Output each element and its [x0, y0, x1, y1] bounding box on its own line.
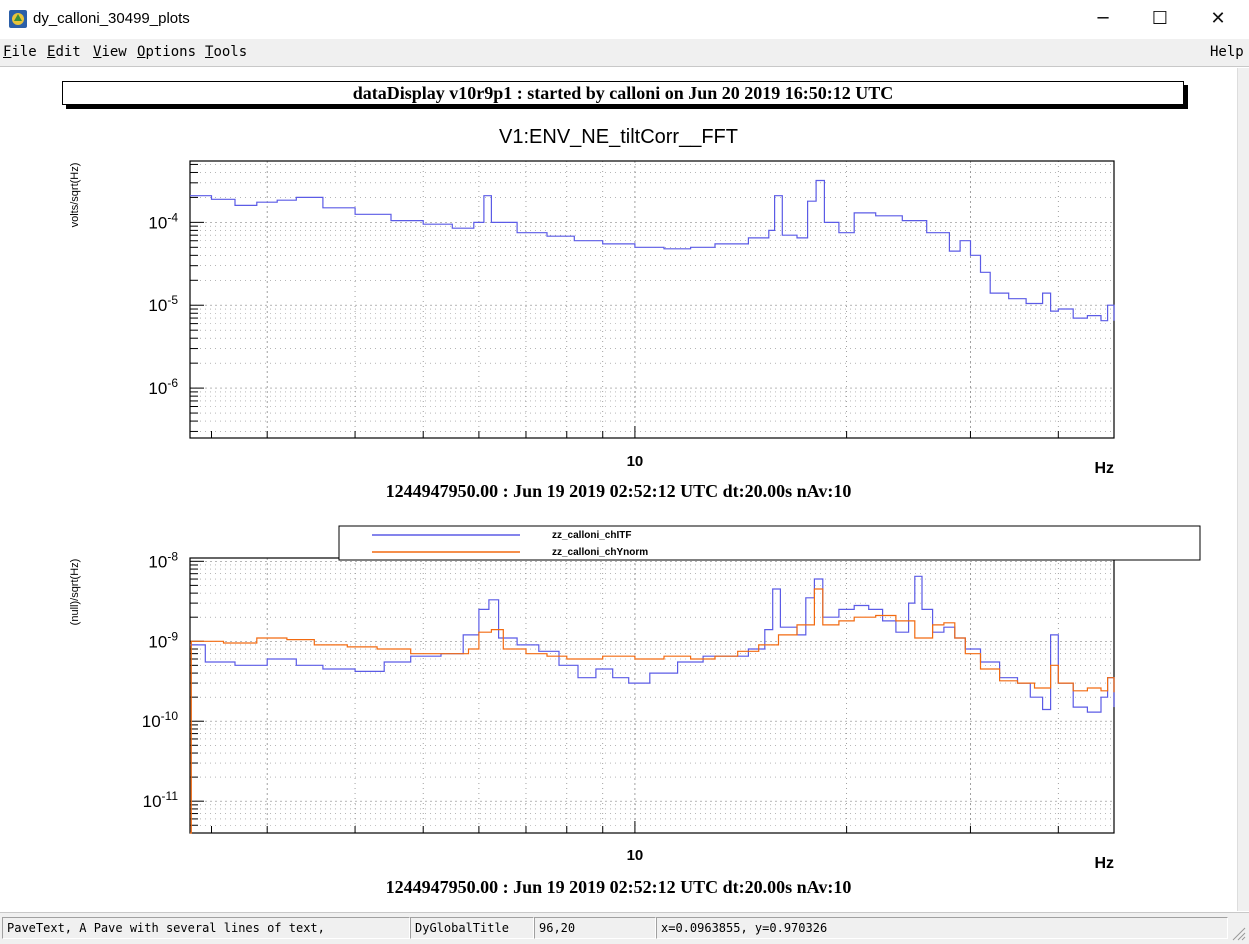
legend-frame: [338, 525, 1201, 561]
chart-2: 10-8 10-9 10-10 10-11 10 (null)/sqrt(Hz) Hz zz_…: [69, 525, 1201, 872]
menu-tools-accel: T: [205, 44, 214, 60]
top-plot-title: V1:ENV_NE_tiltCorr__FFT: [499, 126, 738, 148]
menu-view-accel: V: [93, 44, 102, 60]
y-tick-label: 10-6: [148, 376, 178, 398]
menu-edit-label: dit: [55, 44, 81, 60]
y-tick-label: 10-11: [143, 789, 179, 811]
y-tick-label: 10-8: [148, 549, 178, 571]
status-pixel-pos: 96,20: [534, 917, 656, 939]
series-line-1: [190, 179, 1115, 322]
menu-view-label: iew: [101, 44, 127, 60]
global-title[interactable]: dataDisplay v10r9p1 : started by calloni…: [62, 81, 1184, 105]
vertical-scrollbar[interactable]: [1237, 68, 1249, 911]
y-tick-label: 10-10: [142, 709, 179, 731]
root-app-icon: [9, 10, 27, 28]
x-tick-label: 10: [627, 453, 644, 470]
legend-label: zz_calloni_chITF: [552, 530, 631, 541]
plot-frame: [189, 160, 1115, 439]
menu-help[interactable]: Help: [1210, 44, 1244, 60]
series-line-1: [190, 575, 1115, 713]
x-tick-label: 10: [627, 847, 644, 864]
chart-1: 10-4 10-5 10-6 10 volts/sqrt(Hz) Hz: [69, 160, 1115, 477]
menu-edit-accel: E: [47, 44, 56, 60]
y-axis-label: (null)/sqrt(Hz): [69, 559, 81, 626]
menu-file-label: ile: [11, 44, 37, 60]
maximize-button[interactable]: ☐: [1151, 8, 1169, 29]
plot-canvas[interactable]: [0, 68, 1237, 911]
menubar: File Edit View Options Tools Help: [0, 39, 1249, 67]
x-axis-label: Hz: [1094, 460, 1114, 477]
statusbar: PaveText, A Pave with several lines of t…: [0, 912, 1249, 944]
menu-tools-label: ools: [213, 44, 248, 60]
y-axis-label: volts/sqrt(Hz): [69, 163, 81, 228]
bottom-plot-subtitle: 1244947950.00 : Jun 19 2019 02:52:12 UTC…: [385, 877, 852, 897]
y-tick-label: 10-5: [148, 293, 178, 315]
window-title: dy_calloni_30499_plots: [33, 10, 190, 27]
menu-file[interactable]: File: [3, 44, 37, 60]
plot-frame: [189, 557, 1115, 834]
y-tick-label: 10-9: [148, 629, 178, 651]
menu-file-accel: F: [3, 44, 12, 60]
close-button[interactable]: ✕: [1210, 8, 1226, 29]
legend-label: zz_calloni_chYnorm: [552, 547, 648, 558]
minimize-button[interactable]: ─: [1097, 8, 1109, 29]
x-axis-label: Hz: [1094, 855, 1114, 872]
window-titlebar: dy_calloni_30499_plots ─ ☐ ✕: [0, 0, 1249, 38]
legend-box: zz_calloni_chITF zz_calloni_chYnorm: [338, 525, 1201, 561]
top-plot-subtitle: 1244947950.00 : Jun 19 2019 02:52:12 UTC…: [385, 481, 852, 501]
menu-tools[interactable]: Tools: [205, 44, 247, 60]
resize-grip-icon[interactable]: [1230, 925, 1246, 941]
status-ndc-pos: x=0.0963855, y=0.970326: [656, 917, 1228, 939]
status-object-name: DyGlobalTitle: [410, 917, 534, 939]
menu-edit[interactable]: Edit: [47, 44, 81, 60]
menu-options-accel: O: [137, 44, 146, 60]
plots-svg[interactable]: 10-410-510-610volts/sqrt(Hz)Hz10-810-910…: [0, 0, 1237, 911]
menu-options-label: ptions: [145, 44, 197, 60]
series-line-2: [190, 588, 1115, 834]
menu-view[interactable]: View: [93, 44, 127, 60]
menu-options[interactable]: Options: [137, 44, 196, 60]
y-tick-label: 10-4: [148, 210, 178, 232]
status-object-info: PaveText, A Pave with several lines of t…: [2, 917, 410, 939]
